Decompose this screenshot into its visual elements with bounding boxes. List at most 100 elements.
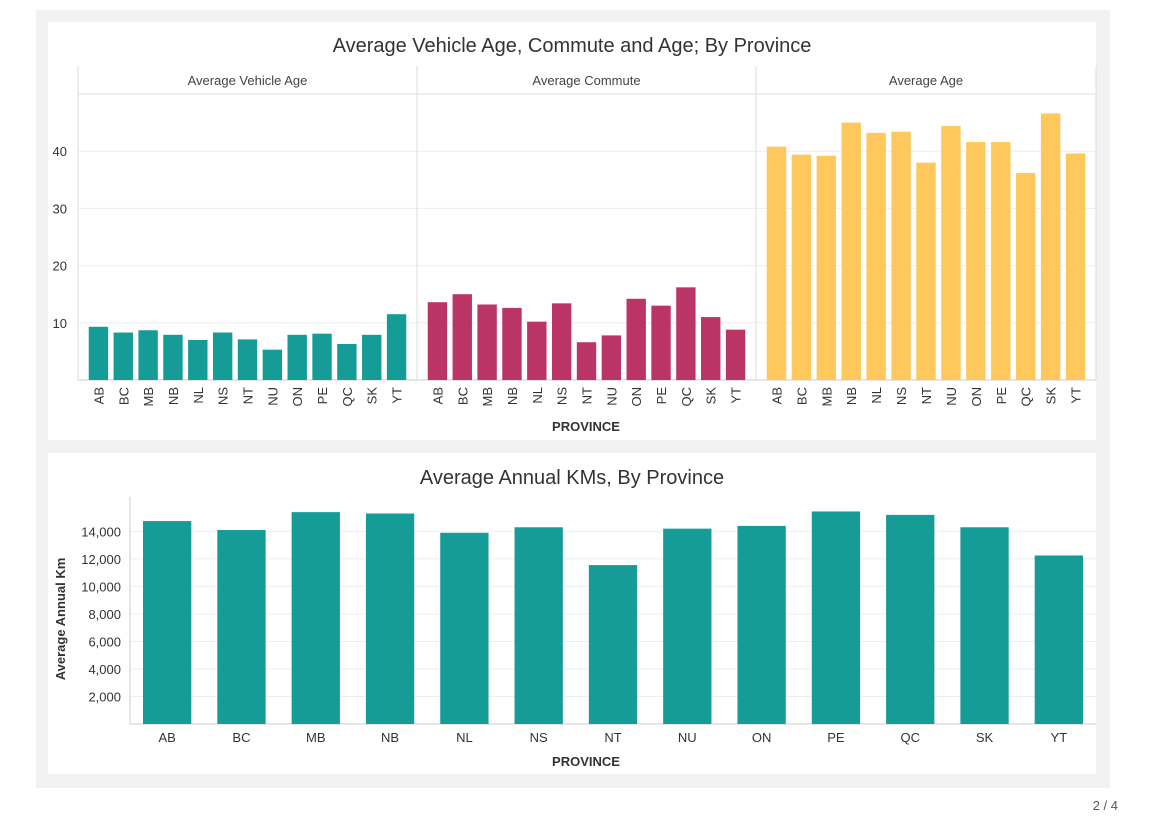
- x-tick-label: NU: [944, 387, 959, 406]
- bar: [601, 335, 622, 380]
- x-tick-label: MB: [141, 387, 156, 407]
- x-tick-label: PE: [994, 387, 1009, 405]
- x-tick-label: NB: [381, 730, 399, 745]
- bar: [1040, 113, 1061, 380]
- bar: [725, 329, 746, 380]
- facet: Average Vehicle Age AB BC MB NB NL NS NT NU ON PE Q…: [77, 66, 407, 407]
- bar: [551, 303, 572, 380]
- y-tick-label: 6,000: [88, 634, 121, 649]
- x-tick-label: NS: [216, 387, 231, 405]
- bar: [1015, 172, 1036, 380]
- x-axis-title: PROVINCE: [552, 754, 620, 769]
- bar: [676, 287, 696, 380]
- x-tick-label: SK: [1044, 387, 1059, 405]
- facets: Average Vehicle Age AB BC MB NB NL NS NT NU ON PE Q…: [77, 66, 1097, 407]
- x-tick-label: QC: [340, 387, 355, 407]
- annual-km-chart-panel: Average Annual KMs, By Province 2,000 4,0…: [48, 453, 1096, 774]
- x-tick-label: NB: [505, 387, 520, 405]
- x-tick-label: YT: [729, 387, 744, 404]
- x-tick-label: NU: [604, 387, 619, 406]
- bar: [588, 565, 638, 724]
- x-tick-label: NB: [844, 387, 859, 405]
- bar: [626, 298, 646, 380]
- x-tick-label: NS: [530, 730, 548, 745]
- bar: [576, 342, 597, 380]
- bar: [217, 530, 266, 724]
- y-tick-label: 10,000: [81, 579, 121, 594]
- x-tick-label: ON: [629, 387, 644, 407]
- x-tick-label: SK: [976, 730, 994, 745]
- bar: [1065, 153, 1086, 380]
- facet: Average Commute AB BC MB NB NL NS NT NU ON PE QC SK Y…: [416, 66, 746, 407]
- bar: [138, 330, 158, 380]
- bar: [1034, 555, 1083, 724]
- bar: [991, 142, 1011, 380]
- facet: Average Age AB BC MB NB NL NS NT NU ON PE QC SK YT: [755, 66, 1086, 407]
- bar: [163, 334, 183, 380]
- x-tick-label: MB: [819, 387, 834, 407]
- page-indicator: 2 / 4: [1092, 798, 1118, 813]
- annual-km-bar-chart: Average Annual KMs, By Province 2,000 4,0…: [53, 467, 1096, 769]
- x-tick-label: MB: [306, 730, 326, 745]
- x-tick-label: NT: [241, 387, 256, 404]
- bar: [527, 321, 547, 380]
- y-tick-label: 10: [53, 316, 67, 331]
- bar: [262, 349, 283, 380]
- y-tick-label: 20: [53, 259, 67, 274]
- x-tick-label: NS: [555, 387, 570, 405]
- bar: [188, 339, 208, 380]
- y-tick-label: 14,000: [81, 524, 121, 539]
- bar: [502, 307, 522, 380]
- chart-title: Average Vehicle Age, Commute and Age; By…: [333, 35, 812, 57]
- x-tick-label: PE: [315, 387, 330, 405]
- x-tick-label: NS: [894, 387, 909, 405]
- x-tick-label: QC: [900, 730, 920, 745]
- bar: [312, 333, 332, 380]
- bar: [514, 527, 563, 724]
- x-tick-label: NB: [166, 387, 181, 405]
- x-tick-label: YT: [390, 387, 405, 404]
- bar: [113, 332, 133, 380]
- x-tick-label: ON: [969, 387, 984, 407]
- facet-chart-panel: Average Vehicle Age, Commute and Age; By…: [48, 22, 1097, 440]
- bar: [440, 532, 489, 724]
- y-axis-title: Average Annual Km: [53, 558, 68, 681]
- x-tick-label: NT: [604, 730, 621, 745]
- x-tick-label: YT: [1069, 387, 1084, 404]
- bar: [941, 126, 961, 380]
- x-tick-label: SK: [365, 387, 380, 405]
- x-tick-label: AB: [158, 730, 175, 745]
- facet-title: Average Age: [889, 73, 963, 88]
- x-tick-label: PE: [654, 387, 669, 405]
- bar: [386, 314, 407, 380]
- bar: [811, 511, 861, 724]
- x-tick-label: BC: [116, 387, 131, 405]
- x-tick-label: NL: [869, 387, 884, 404]
- x-tick-label: BC: [232, 730, 250, 745]
- bar: [816, 155, 837, 380]
- x-tick-label: NL: [456, 730, 473, 745]
- bar: [365, 513, 415, 724]
- chart-title: Average Annual KMs, By Province: [420, 467, 724, 489]
- y-tick-label: 2,000: [88, 689, 121, 704]
- bar: [452, 294, 472, 380]
- x-tick-label: AB: [91, 387, 106, 404]
- x-tick-label: YT: [1051, 730, 1068, 745]
- y-axis: 10 20 30 40: [53, 144, 67, 331]
- x-tick-label: NL: [530, 387, 545, 404]
- x-tick-label: MB: [480, 387, 495, 407]
- x-tick-label: NT: [919, 387, 934, 404]
- x-tick-label: NU: [265, 387, 280, 406]
- bar: [866, 132, 886, 380]
- bar: [212, 332, 233, 380]
- bar: [291, 512, 340, 724]
- bar: [886, 514, 935, 724]
- x-tick-label: NU: [678, 730, 697, 745]
- bar: [88, 326, 109, 380]
- bar: [701, 317, 721, 380]
- y-tick-label: 12,000: [81, 552, 121, 567]
- y-tick-label: 30: [53, 201, 67, 216]
- bar: [337, 343, 357, 380]
- x-tick-label: BC: [455, 387, 470, 405]
- x-tick-label: NT: [580, 387, 595, 404]
